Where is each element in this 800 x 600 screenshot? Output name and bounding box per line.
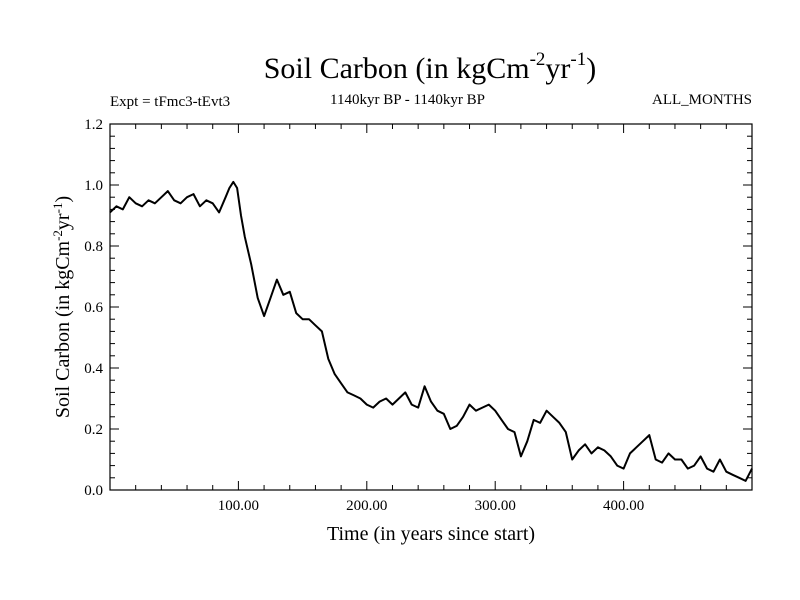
y-axis-label: Soil Carbon (in kgCm-2yr-1) [50, 196, 74, 418]
x-tick-label: 300.00 [475, 498, 516, 514]
y-tick-label: 0.6 [84, 300, 103, 316]
chart-title: Soil Carbon (in kgCm-2yr-1) [263, 49, 597, 85]
months-label: ALL_MONTHS [652, 92, 752, 108]
y-tick-label: 0.2 [84, 422, 103, 438]
plot-frame [109, 123, 753, 491]
y-tick-label: 1.2 [84, 117, 103, 133]
y-tick-label: 1.0 [84, 178, 103, 194]
y-tick-label: 0.0 [84, 483, 103, 499]
x-axis-label: Time (in years since start) [327, 523, 535, 545]
x-tick-label: 100.00 [218, 498, 259, 514]
series-line-soil-carbon [109, 180, 753, 482]
x-tick-label: 400.00 [603, 498, 644, 514]
experiment-label: Expt = tFmc3-tEvt3 [110, 94, 231, 110]
period-label: 1140kyr BP - 1140kyr BP [330, 92, 486, 108]
x-tick-label: 200.00 [346, 498, 387, 514]
y-tick-label: 0.8 [84, 239, 103, 255]
y-tick-label: 0.4 [84, 361, 103, 377]
